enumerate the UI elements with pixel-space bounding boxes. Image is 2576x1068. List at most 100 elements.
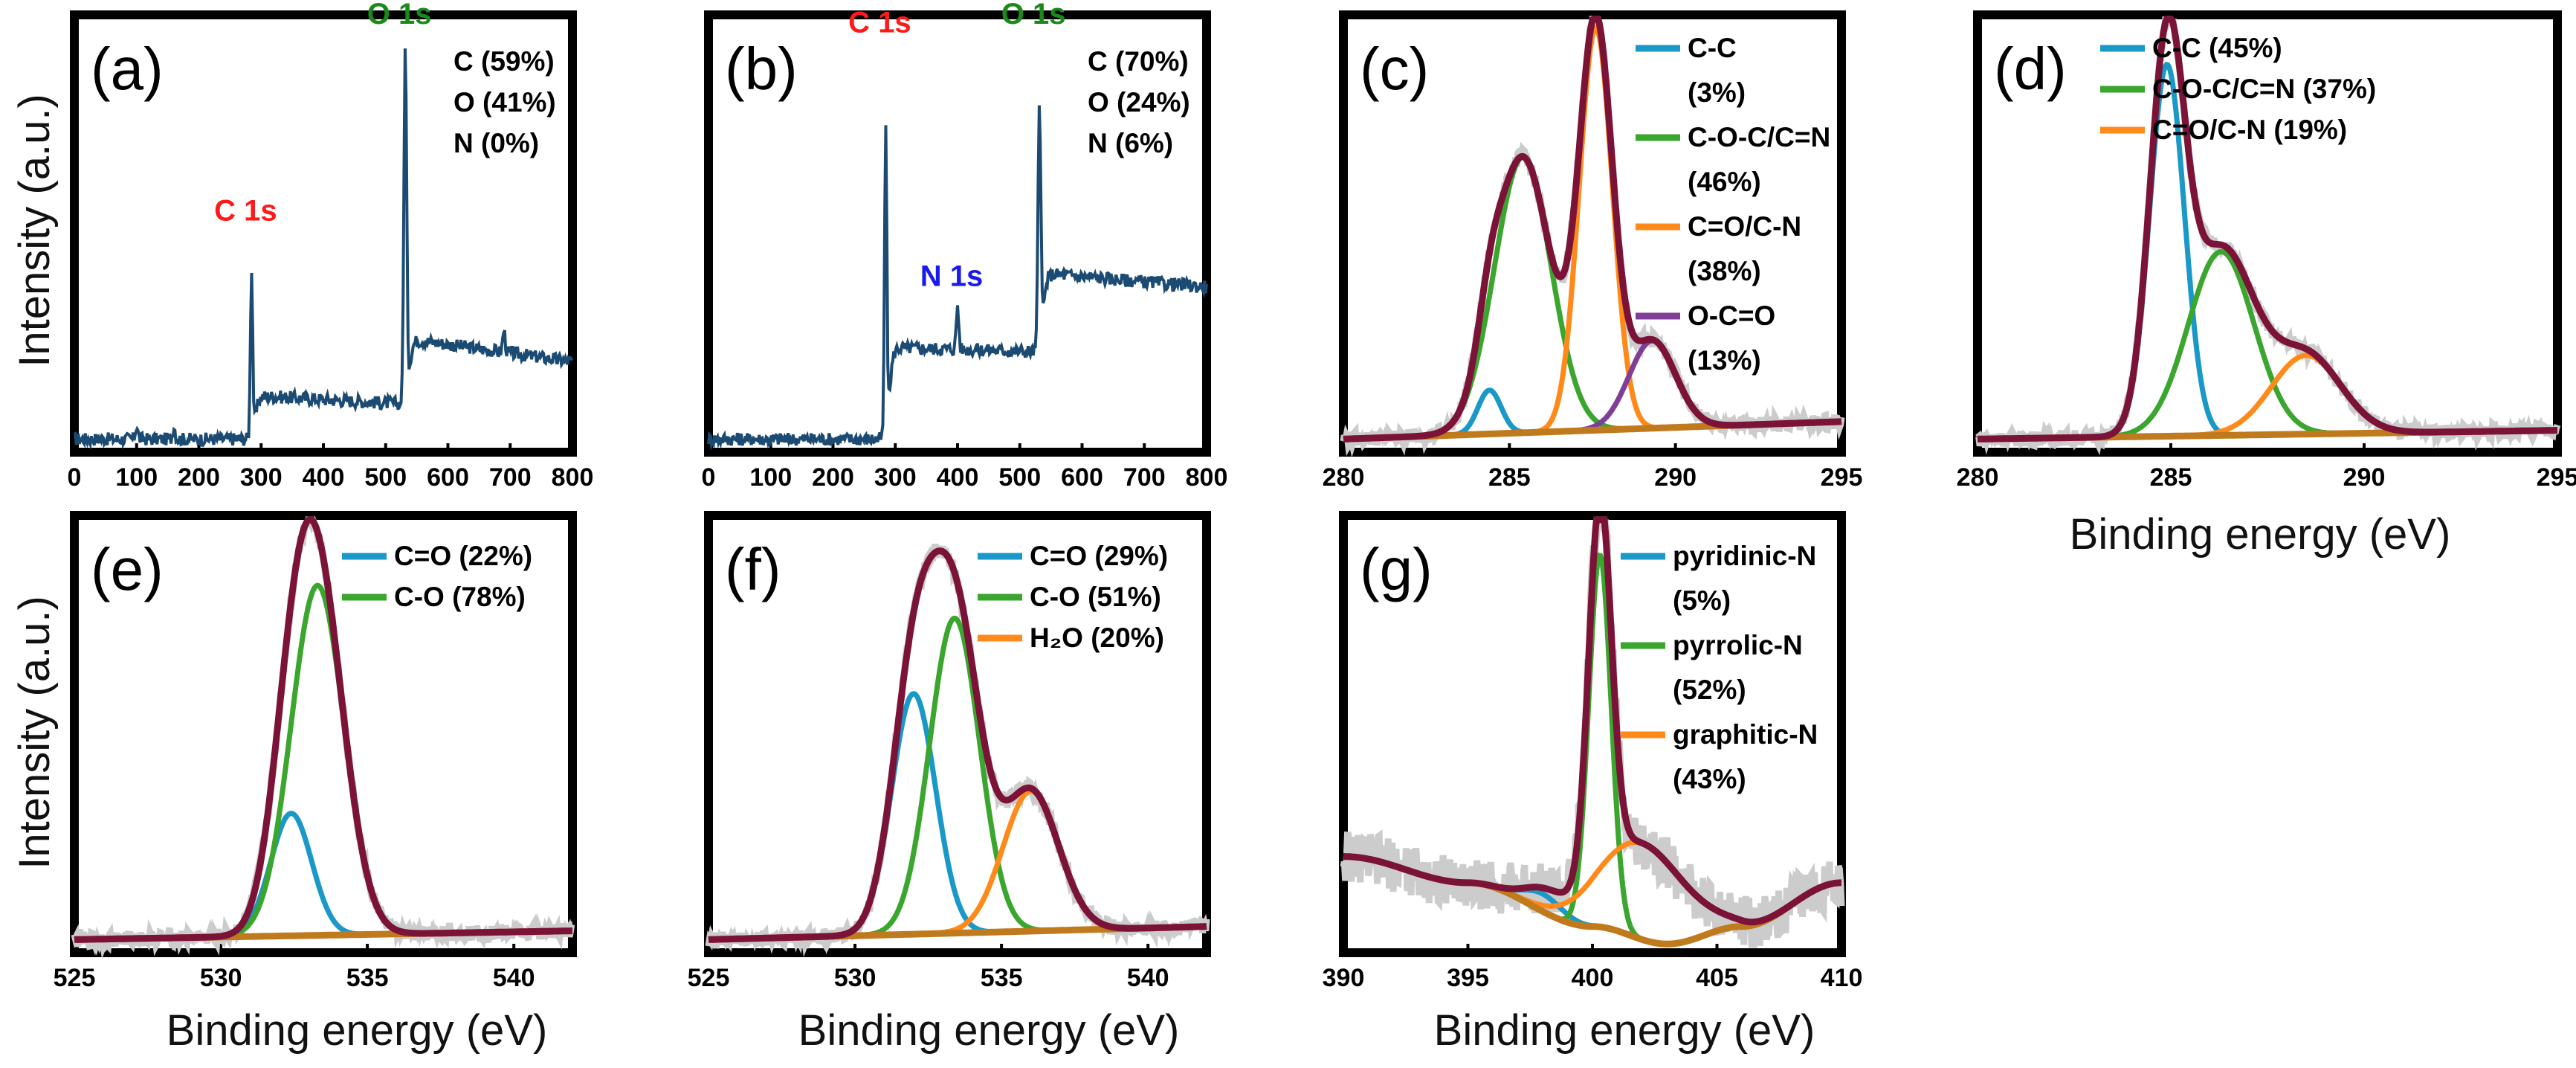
tick-label: 295	[1821, 463, 1863, 492]
legend-label: C-O (51%)	[1030, 582, 1161, 612]
tick-label: 600	[1061, 463, 1103, 492]
legend-label: C=O/C-N	[1688, 211, 1801, 242]
legend-label: C-C (45%)	[2152, 33, 2282, 63]
legend-label: O-C=O	[1688, 300, 1775, 331]
component-line-C-O	[74, 582, 572, 942]
legend-percent: (38%)	[1688, 256, 1761, 286]
survey-series-line	[74, 48, 574, 451]
tick-label: 300	[874, 463, 917, 492]
tick-label: 200	[178, 463, 220, 492]
legend-label: graphitic-N	[1673, 719, 1818, 750]
tick-label: 800	[1186, 463, 1228, 492]
tick-label: 500	[998, 463, 1041, 492]
legend-label: C-O-C/C=N (37%)	[2152, 74, 2376, 104]
tick-label: 390	[1323, 964, 1365, 992]
panel-label: (f)	[725, 536, 781, 602]
legend-label: C-C	[1688, 33, 1737, 63]
panel-frame	[1339, 10, 1846, 457]
tick-label: 410	[1821, 964, 1863, 992]
composition-label: C (59%)	[453, 46, 555, 77]
panel-frame	[1973, 10, 2562, 457]
tick-label: 290	[2343, 463, 2386, 492]
tick-label: 525	[54, 964, 96, 992]
tick-label: 400	[937, 463, 979, 492]
panel-frame	[704, 511, 1211, 957]
legend-label: H₂O (20%)	[1030, 623, 1164, 653]
tick-label: 540	[1127, 964, 1169, 992]
panel-a: (a) 0 100 200 300 400 500 600 700 800 C 1s O 1s C (5…	[68, 0, 594, 492]
composition-label: N (6%)	[1088, 128, 1173, 158]
panels: (a) 0 100 200 300 400 500 600 700 800 C 1s O 1s C (5…	[54, 0, 2576, 992]
panel-label: (a)	[91, 36, 164, 102]
panel-e: (e) 525 530 535 540 C=O (22%) C-O (78%)	[54, 511, 577, 992]
tick-label: 400	[1572, 964, 1614, 992]
envelope-line	[1977, 16, 2557, 443]
legend-label: pyridinic-N	[1673, 541, 1816, 571]
tick-label: 700	[1123, 463, 1166, 492]
tick-label: 600	[427, 463, 469, 492]
panel-label: (b)	[725, 36, 798, 102]
legend-percent: (43%)	[1673, 764, 1746, 794]
legend-percent: (3%)	[1688, 77, 1746, 108]
x-axis-title-e: Binding energy (eV)	[167, 1006, 548, 1055]
envelope-line	[1343, 16, 1842, 443]
tick-label: 0	[702, 463, 716, 492]
tick-label: 400	[303, 463, 345, 492]
panel-d: (d) 280 285 290 295 C-C (45%) C-O-C/C=N (37%) C…	[1957, 10, 2576, 492]
tick-label: 285	[1488, 463, 1531, 492]
x-axis-title-f: Binding energy (eV)	[798, 1006, 1180, 1055]
peak-label: O 1s	[1001, 0, 1066, 30]
tick-label: 285	[2150, 463, 2192, 492]
tick-label: 800	[552, 463, 594, 492]
legend-label: C=O (29%)	[1030, 541, 1168, 571]
envelope-line	[1343, 516, 1841, 926]
panel-f: (f) 525 530 535 540 C=O (29%) C-O (51%) H₂O (20…	[688, 511, 1211, 992]
tick-label: 500	[364, 463, 407, 492]
survey-series-line	[707, 105, 1208, 451]
legend-percent: (46%)	[1688, 167, 1761, 197]
composition-label: C (70%)	[1088, 46, 1189, 77]
envelope-line	[708, 547, 1207, 943]
component-line-C-O	[708, 615, 1207, 942]
tick-label: 530	[834, 964, 877, 992]
envelope-line	[74, 516, 572, 943]
component-line-H₂O	[708, 788, 1207, 942]
tick-label: 280	[1323, 463, 1365, 492]
tick-label: 525	[688, 964, 730, 992]
tick-label: 100	[115, 463, 158, 492]
panel-label: (g)	[1360, 536, 1433, 602]
tick-label: 0	[68, 463, 82, 492]
tick-label: 405	[1696, 964, 1738, 992]
x-axis-title-d: Binding energy (eV)	[2070, 510, 2451, 559]
component-line-C-O-C/C=N	[1977, 248, 2557, 442]
tick-label: 295	[2537, 463, 2576, 492]
tick-label: 540	[493, 964, 535, 992]
tick-label: 280	[1957, 463, 1999, 492]
panel-frame	[70, 511, 577, 957]
tick-label: 530	[200, 964, 242, 992]
tick-label: 700	[489, 463, 532, 492]
tick-label: 535	[346, 964, 389, 992]
panel-label: (c)	[1360, 36, 1429, 102]
tick-label: 200	[812, 463, 854, 492]
y-axis-title-top: Intensity (a.u.)	[10, 94, 59, 367]
tick-label: 395	[1447, 964, 1489, 992]
composition-label: O (41%)	[453, 87, 556, 118]
peak-label: O 1s	[367, 0, 432, 30]
legend-label: pyrrolic-N	[1673, 630, 1803, 660]
composition-label: N (0%)	[453, 128, 539, 158]
legend-percent: (5%)	[1673, 585, 1731, 616]
peak-label: C 1s	[214, 194, 277, 227]
legend-percent: (13%)	[1688, 345, 1761, 376]
component-line-C=O	[708, 691, 1207, 942]
legend-label: C=O/C-N (19%)	[2152, 115, 2347, 145]
peak-label: N 1s	[920, 260, 984, 293]
panel-g: (g) 390 395 400 405 410 pyridinic-N (5%) pyrroli…	[1323, 511, 1863, 992]
legend-percent: (52%)	[1673, 675, 1746, 705]
legend-label: C-O-C/C=N	[1688, 122, 1830, 152]
peak-label: C 1s	[848, 7, 911, 39]
panel-label: (d)	[1994, 36, 2067, 102]
panel-c: (c) 280 285 290 295 C-C (3%) C-O-C/C=N (46%) C=O/…	[1323, 10, 1863, 492]
tick-label: 300	[240, 463, 283, 492]
